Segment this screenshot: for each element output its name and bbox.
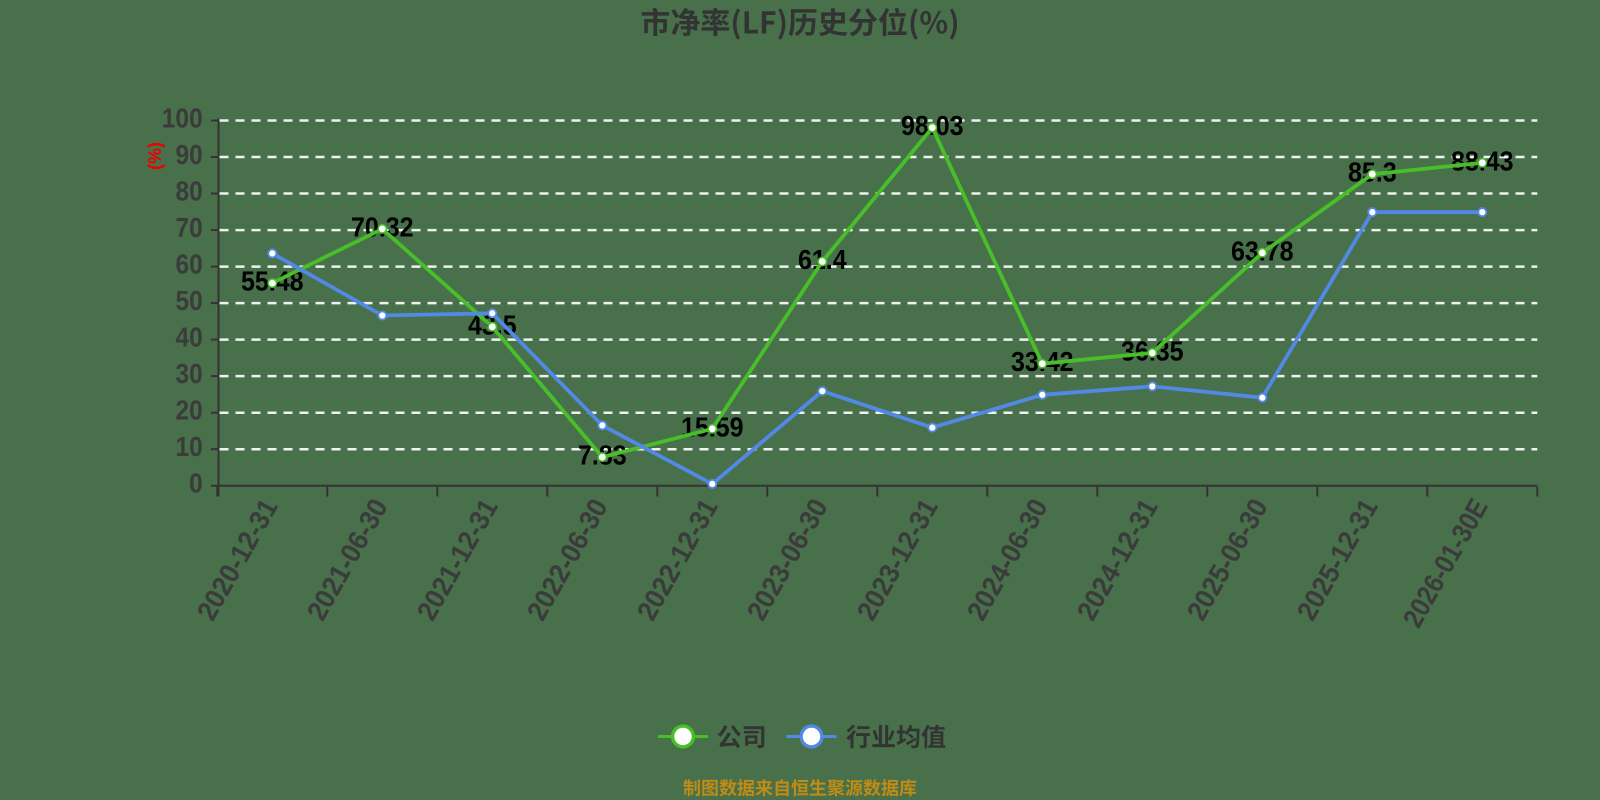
svg-text:30: 30 (176, 358, 203, 389)
svg-text:80: 80 (176, 176, 203, 207)
svg-text:20: 20 (176, 395, 203, 426)
svg-text:50: 50 (176, 285, 203, 316)
svg-text:70: 70 (176, 212, 203, 243)
svg-text:100: 100 (162, 103, 203, 134)
svg-text:90: 90 (176, 139, 203, 170)
svg-text:0: 0 (189, 468, 203, 499)
svg-text:40: 40 (176, 322, 203, 353)
svg-text:10: 10 (176, 431, 203, 462)
svg-text:60: 60 (176, 249, 203, 280)
svg-text:(%): (%) (145, 142, 165, 170)
